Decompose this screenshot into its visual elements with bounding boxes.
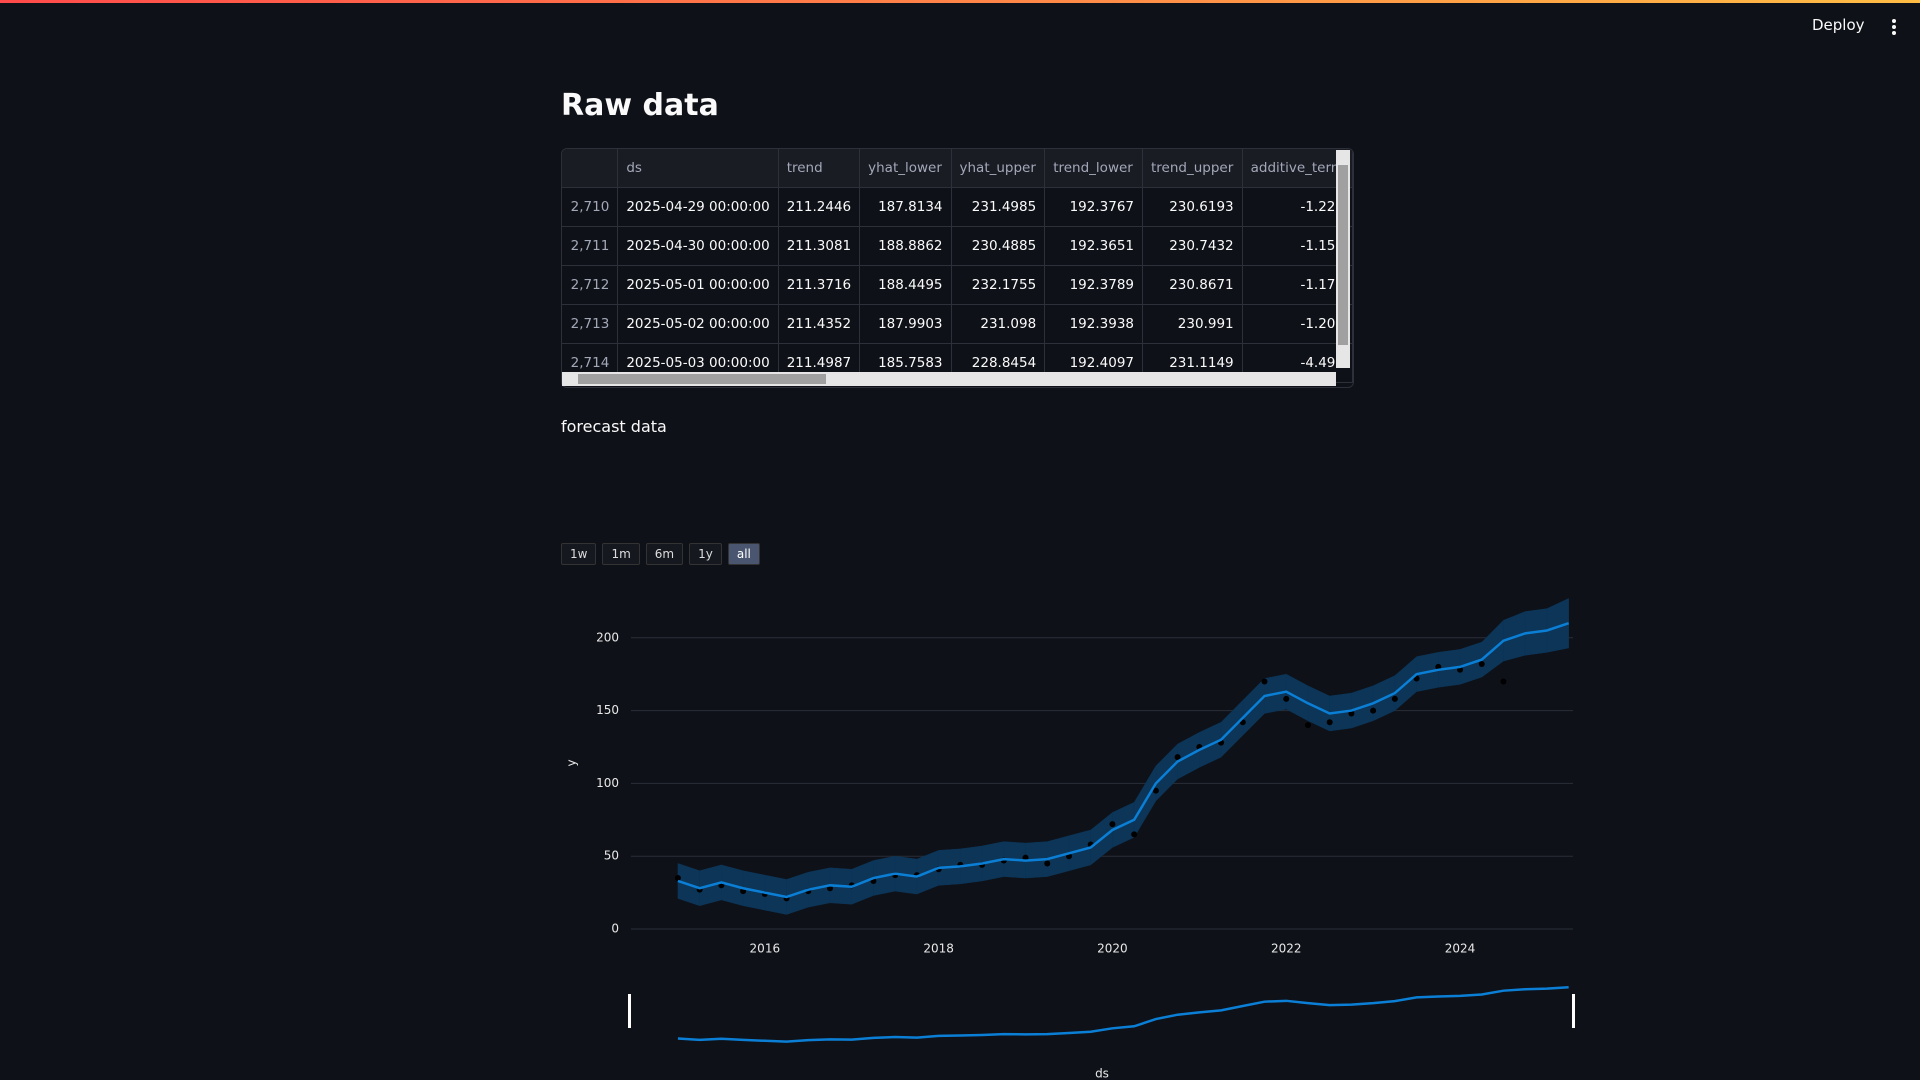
range-selector: 1w 1m 6m 1y all	[561, 543, 760, 565]
table-cell: 192.3789	[1044, 265, 1143, 305]
table-cell: 192.3938	[1044, 304, 1143, 344]
row-index: 2,711	[562, 226, 619, 266]
table-cell: 188.4495	[859, 265, 952, 305]
deploy-button[interactable]: Deploy	[1812, 16, 1865, 34]
column-header: yhat_upper	[951, 149, 1046, 188]
table-cell: 187.9903	[859, 304, 952, 344]
table-cell: -1.178	[1242, 265, 1353, 305]
y-tick-label: 100	[596, 776, 619, 790]
row-index: 2,713	[562, 304, 619, 344]
table-cell: 188.8862	[859, 226, 952, 266]
y-tick-label: 50	[604, 849, 619, 863]
table-cell: 230.8671	[1142, 265, 1243, 305]
y-axis-title: y	[565, 759, 579, 766]
table-cell: 2025-05-01 00:00:00	[617, 265, 779, 305]
scroll-thumb[interactable]	[1338, 165, 1348, 345]
row-index: 2,712	[562, 265, 619, 305]
table-cell: 211.2446	[778, 187, 861, 227]
page-title: Raw data	[561, 88, 719, 123]
subheader: forecast data	[561, 417, 667, 436]
table-row: 2,714 2025-05-03 00:00:00 211.4987 185.7583…	[562, 343, 1353, 383]
actual-point	[1261, 678, 1268, 685]
range-button[interactable]: 1w	[561, 543, 597, 565]
slider-line	[677, 985, 1569, 1043]
x-tick-label: 2018	[923, 942, 954, 956]
table-row: 2,713 2025-05-02 00:00:00 211.4352 187.9903…	[562, 304, 1353, 344]
y-tick-label: 150	[596, 703, 619, 717]
table-cell: 231.098	[951, 304, 1046, 344]
actual-point	[1304, 722, 1311, 729]
table-row: 2,711 2025-04-30 00:00:00 211.3081 188.8862…	[562, 226, 1353, 266]
table-row: 2,712 2025-05-01 00:00:00 211.3716 188.4495…	[562, 265, 1353, 305]
range-slider	[677, 985, 1569, 1043]
table-cell: 211.4352	[778, 304, 861, 344]
actual-point	[1022, 854, 1029, 861]
table-cell: 2025-04-29 00:00:00	[617, 187, 779, 227]
x-tick-label: 2024	[1445, 942, 1476, 956]
column-header: trend_lower	[1044, 149, 1143, 188]
table-cell: 187.8134	[859, 187, 952, 227]
table-cell: 232.1755	[951, 265, 1046, 305]
uncertainty-band	[1546, 598, 1569, 653]
table-cell: 230.6193	[1142, 187, 1243, 227]
column-header: additive_term	[1242, 149, 1353, 188]
x-tick-label: 2020	[1097, 942, 1128, 956]
actual-point	[1174, 754, 1181, 761]
actual-point	[1109, 821, 1116, 828]
actual-point	[1500, 678, 1507, 685]
table-cell: 231.4985	[951, 187, 1046, 227]
x-tick-label: 2016	[750, 942, 781, 956]
table-cell: 230.7432	[1142, 226, 1243, 266]
table: ds trend yhat_lower yhat_upper trend_lower tr…	[562, 149, 1353, 383]
y-tick-label: 200	[596, 630, 619, 644]
actual-point	[1370, 707, 1377, 714]
table-cell: 230.4885	[951, 226, 1046, 266]
row-index: 2,710	[562, 187, 619, 227]
table-cell: -1.226	[1242, 187, 1353, 227]
actual-point	[1283, 695, 1290, 702]
table-cell: 211.3716	[778, 265, 861, 305]
table-cell: 192.3767	[1044, 187, 1143, 227]
actual-point	[1131, 831, 1138, 838]
plot-area	[674, 598, 1570, 915]
table-cell: 230.991	[1142, 304, 1243, 344]
range-button[interactable]: 1y	[689, 543, 722, 565]
forecast-line	[677, 622, 1570, 899]
table-cell: -1.150	[1242, 226, 1353, 266]
range-button[interactable]: all	[727, 543, 760, 565]
top-decoration	[0, 0, 1920, 3]
table-cell: -1.204	[1242, 304, 1353, 344]
header-row: ds trend yhat_lower yhat_upper trend_lower tr…	[562, 149, 1353, 188]
slider-handle	[628, 994, 631, 1028]
table-cell: 211.3081	[778, 226, 861, 266]
actual-point	[1044, 860, 1051, 867]
table-cell: 2025-04-30 00:00:00	[617, 226, 779, 266]
data-table[interactable]: ds trend yhat_lower yhat_upper trend_lower tr…	[561, 148, 1354, 388]
range-button[interactable]: 6m	[645, 543, 684, 565]
table-cell: 192.3651	[1044, 226, 1143, 266]
slider-handle	[1572, 994, 1575, 1028]
chart: 0 50 100 150 200 2016 2018 2020 2022 2024 y ds	[565, 598, 1575, 1080]
column-header: trend	[778, 149, 861, 188]
actual-point	[1152, 787, 1159, 794]
range-button[interactable]: 1m	[602, 543, 640, 565]
table-row: 2,710 2025-04-29 00:00:00 211.2446 187.8134…	[562, 187, 1353, 227]
table-cell: 2025-05-02 00:00:00	[617, 304, 779, 344]
index-header	[562, 149, 619, 188]
actual-point	[1391, 695, 1398, 702]
x-tick-label: 2022	[1271, 942, 1302, 956]
column-header: yhat_lower	[859, 149, 952, 188]
menu-button[interactable]	[1890, 17, 1898, 37]
column-header: trend_upper	[1142, 149, 1243, 188]
x-axis-title: ds	[1095, 1067, 1109, 1080]
actual-point	[1326, 719, 1333, 726]
actual-point	[1478, 660, 1485, 667]
actual-point	[674, 875, 681, 882]
scroll-thumb[interactable]	[578, 374, 826, 384]
y-tick-label: 0	[611, 922, 619, 936]
column-header: ds	[617, 149, 779, 188]
